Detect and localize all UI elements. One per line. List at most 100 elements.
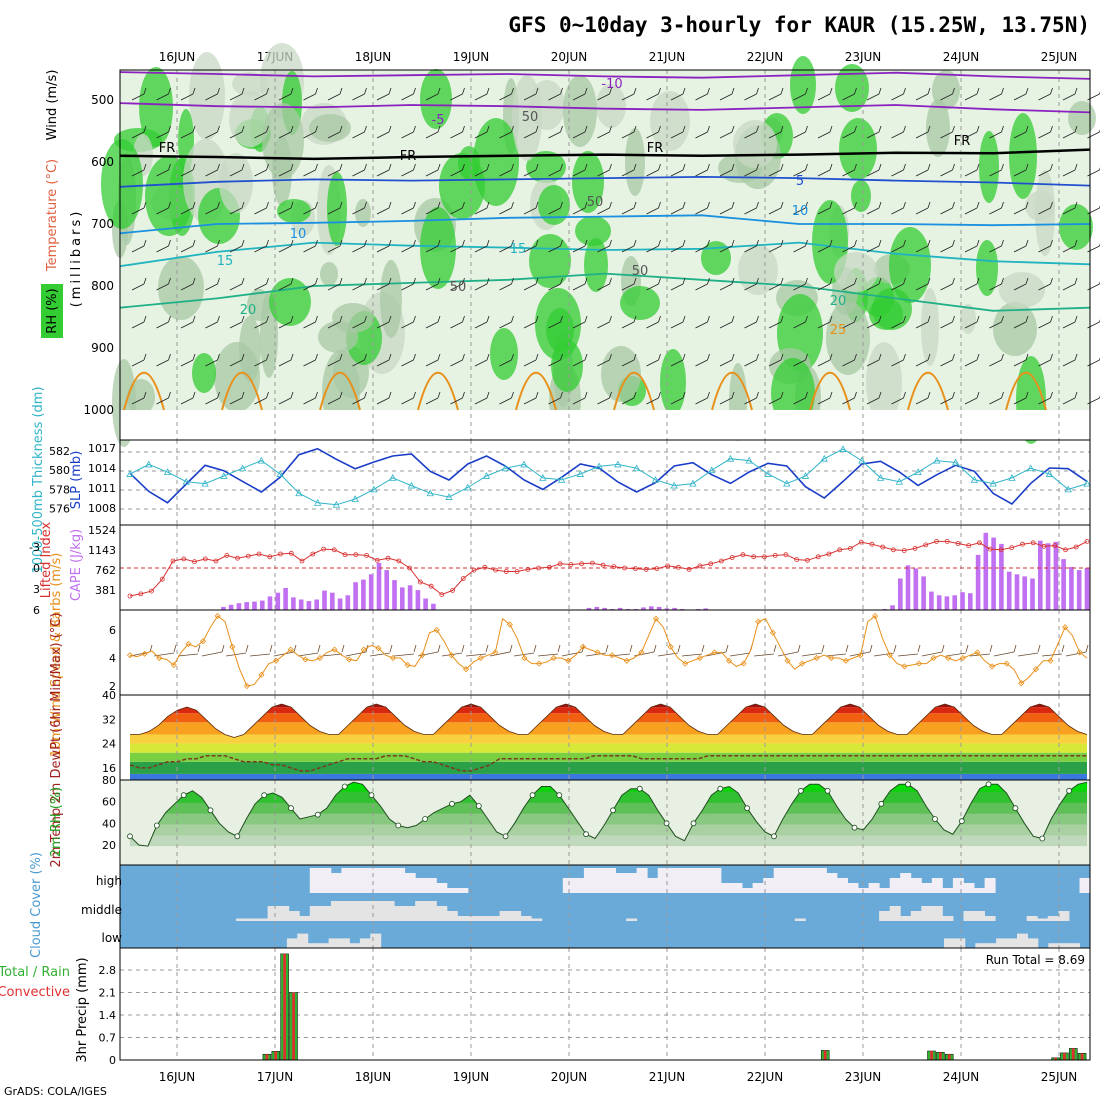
isotherm-25-arc (417, 372, 459, 411)
wind-barb (450, 283, 463, 291)
cloud-cell (467, 916, 479, 921)
wind-speed-marker (725, 657, 733, 664)
wind-barb (217, 163, 220, 171)
wind-barb (192, 201, 196, 209)
wind-barb (817, 397, 831, 405)
wind-barb (266, 163, 269, 171)
wind-barb (756, 87, 759, 95)
rh-marker (985, 781, 992, 788)
rh-area (601, 346, 641, 402)
rh-area (332, 303, 374, 333)
wind-barb (695, 93, 708, 101)
wind-barb (229, 245, 243, 253)
li-marker (493, 567, 499, 573)
x-tick-label-top: 24JUN (943, 50, 980, 64)
thickness-marker (614, 460, 622, 468)
wind-barb (866, 131, 880, 139)
wind-barb (352, 207, 365, 215)
wind-barb (729, 652, 751, 657)
thickness-marker (951, 458, 960, 466)
wind-barb (1038, 131, 1051, 139)
cape-bar (1022, 576, 1027, 610)
wind-barb (964, 321, 978, 329)
wind-barb (976, 87, 980, 95)
y-tick-rh: 60 (102, 796, 116, 809)
wind-barb (327, 169, 341, 177)
rh-area (526, 151, 566, 183)
cape-bar (1014, 574, 1020, 610)
wind-barb (597, 397, 610, 405)
wind-barb (731, 239, 735, 247)
wind-barb (866, 321, 880, 329)
wind-barb (731, 87, 735, 95)
wind-barb (952, 391, 955, 399)
wind-barb (131, 283, 145, 291)
wind-barb (376, 359, 390, 367)
cape-bar (975, 554, 981, 610)
li-marker (1041, 543, 1047, 549)
wind-barb (878, 239, 882, 247)
wind-barb (891, 359, 904, 367)
wind-barb (229, 131, 243, 139)
cloud-cell (594, 868, 606, 893)
li-marker (364, 553, 370, 558)
cloud-cell (974, 911, 985, 921)
rh-area (192, 353, 216, 393)
wind-barb (278, 245, 292, 253)
rh-area (738, 245, 778, 295)
wind-barb (241, 239, 245, 247)
cape-bar (431, 603, 436, 610)
wind-barb (290, 239, 294, 247)
wind-barb (878, 315, 882, 323)
cloud-cell (900, 873, 912, 893)
wind-barb (829, 391, 833, 399)
li-marker (815, 554, 821, 560)
wind-barb (364, 87, 367, 95)
wind-barb (131, 207, 145, 215)
thickness-marker (501, 464, 509, 472)
cape-bar (617, 607, 623, 610)
wind-speed-marker (185, 640, 192, 648)
wind-speed-marker (170, 661, 177, 669)
wind-barb (952, 277, 955, 285)
wind-barb (413, 391, 416, 399)
precip-convective-bar (1071, 1048, 1075, 1060)
wind-barb (437, 353, 441, 361)
cloud-cell (1026, 916, 1038, 921)
wind-barb (756, 201, 759, 209)
wind-barb (462, 239, 465, 247)
cape-bar (291, 597, 296, 610)
wind-barb (297, 652, 319, 657)
li-marker (848, 546, 853, 551)
wind-barb (535, 163, 539, 171)
wind-barb (952, 125, 955, 133)
li-marker (224, 553, 230, 558)
wind-barb (825, 653, 847, 657)
wind-barb (315, 163, 318, 171)
wind-barb (621, 93, 635, 101)
wind-barb (156, 245, 169, 253)
wind-barb (425, 207, 439, 215)
thickness-marker (1027, 464, 1035, 472)
wind-barb (891, 169, 904, 177)
wind-speed-marker (623, 657, 630, 664)
wind-barb (903, 87, 906, 95)
wind-barb (866, 207, 880, 215)
wind-speed-marker (492, 649, 499, 656)
wind-barb (352, 245, 365, 253)
temp-band (130, 734, 1087, 744)
rh-area (979, 131, 999, 203)
cloud-cell (425, 901, 437, 921)
thickness-marker (1008, 474, 1016, 481)
wind-barb (315, 239, 318, 247)
wind-barb (474, 93, 488, 101)
wind-barb (842, 397, 855, 405)
wind-barb (1001, 277, 1004, 285)
wind-barb (1038, 93, 1051, 101)
contour-label: 50 (587, 195, 604, 210)
wind-speed-marker (346, 656, 353, 663)
cloud-cell (879, 888, 891, 893)
cloud-cell (383, 868, 395, 893)
wind-barb (192, 125, 196, 133)
cape-bar (260, 600, 265, 610)
